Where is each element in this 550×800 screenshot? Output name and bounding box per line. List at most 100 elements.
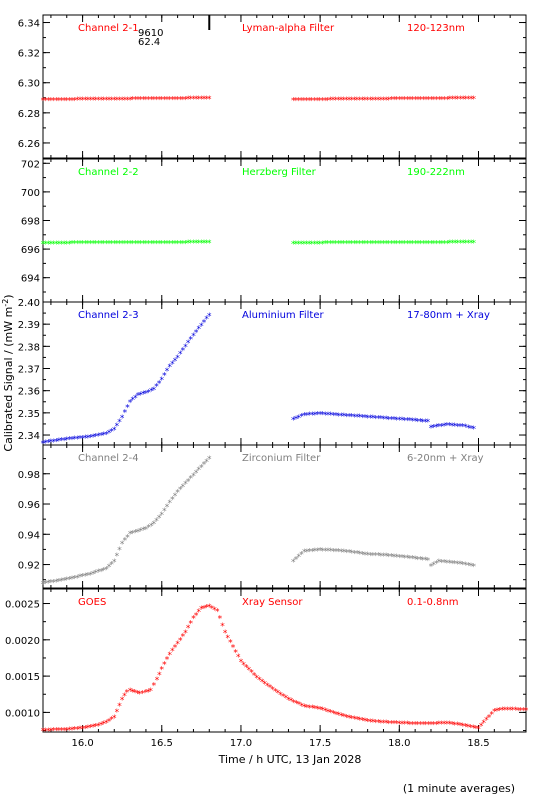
data-point: * <box>191 239 196 249</box>
data-point: * <box>352 96 357 106</box>
data-point: * <box>67 240 72 250</box>
data-point: * <box>80 96 85 106</box>
data-point: * <box>130 96 135 106</box>
data-point: * <box>157 671 162 681</box>
data-point: * <box>46 439 51 449</box>
data-point: * <box>439 720 444 730</box>
data-point: * <box>466 95 471 105</box>
data-point: * <box>373 240 378 250</box>
data-point: * <box>357 716 362 726</box>
data-point: * <box>167 95 172 105</box>
data-point: * <box>109 240 114 250</box>
data-point: * <box>410 239 415 249</box>
data-point: * <box>167 651 172 661</box>
data-point: * <box>160 376 165 386</box>
y-axis-label-superscript: -2 <box>1 299 10 307</box>
data-point: * <box>355 96 360 106</box>
data-point: * <box>75 435 80 445</box>
data-point: * <box>497 706 502 716</box>
data-point: * <box>202 95 207 105</box>
data-point: * <box>394 96 399 106</box>
data-point: * <box>75 574 80 584</box>
data-point: * <box>408 554 413 564</box>
data-point: * <box>202 461 207 471</box>
data-point: * <box>410 417 415 427</box>
data-point: * <box>350 715 355 725</box>
data-point: * <box>452 422 457 432</box>
data-point: * <box>384 552 389 562</box>
data-point: * <box>318 96 323 106</box>
panel-frame <box>42 14 527 159</box>
data-point: * <box>376 96 381 106</box>
series-2: ****************************************… <box>291 95 477 107</box>
data-point: * <box>207 603 212 613</box>
data-point: * <box>426 721 431 731</box>
data-point: * <box>333 240 338 250</box>
data-point: * <box>199 463 204 473</box>
data-point: * <box>186 239 191 249</box>
data-point: * <box>389 719 394 729</box>
series-1: ****************************************… <box>41 312 212 449</box>
data-point: * <box>320 240 325 250</box>
data-point: * <box>445 559 450 569</box>
data-point: * <box>122 692 127 702</box>
data-point: * <box>461 239 466 249</box>
data-point: * <box>207 455 212 465</box>
data-point: * <box>46 240 51 250</box>
data-point: * <box>99 432 104 442</box>
data-point: * <box>371 551 376 561</box>
data-point: * <box>99 96 104 106</box>
data-point: * <box>239 658 244 668</box>
data-point: * <box>495 707 500 717</box>
data-point: * <box>173 492 178 502</box>
data-point: * <box>328 547 333 557</box>
data-point: * <box>128 96 133 106</box>
data-point: * <box>440 95 445 105</box>
data-point: * <box>387 96 392 106</box>
y-tick-label: 0.0010 <box>5 708 40 719</box>
data-point: * <box>80 573 85 583</box>
data-point: * <box>62 96 67 106</box>
data-point: * <box>57 240 62 250</box>
data-point: * <box>347 412 352 422</box>
data-point: * <box>371 240 376 250</box>
data-point: * <box>104 240 109 250</box>
data-point: * <box>152 520 157 530</box>
data-point: * <box>307 96 312 106</box>
data-point: * <box>91 723 96 733</box>
data-point: * <box>123 409 128 419</box>
data-point: * <box>148 687 153 697</box>
data-point: * <box>78 725 83 735</box>
data-point: * <box>183 95 188 105</box>
data-point: * <box>51 438 56 448</box>
data-point: * <box>152 386 157 396</box>
data-point: * <box>437 239 442 249</box>
data-point: * <box>104 719 109 729</box>
data-point: * <box>59 96 64 106</box>
data-point: * <box>112 96 117 106</box>
data-point: * <box>424 239 429 249</box>
data-point: * <box>86 571 91 581</box>
data-point: * <box>302 412 307 422</box>
data-point: * <box>381 719 386 729</box>
data-point: * <box>101 96 106 106</box>
data-point: * <box>86 434 91 444</box>
data-point: * <box>326 411 331 421</box>
data-point: * <box>365 551 370 561</box>
data-point: * <box>450 422 455 432</box>
data-point: * <box>524 707 529 717</box>
data-point: * <box>141 96 146 106</box>
x-tick-label: 17.5 <box>309 738 331 749</box>
data-point: * <box>83 724 88 734</box>
data-point: * <box>170 647 175 657</box>
data-point: * <box>154 239 159 249</box>
data-point: * <box>104 566 109 576</box>
data-point: * <box>363 551 368 561</box>
data-point: * <box>347 96 352 106</box>
data-point: * <box>167 363 172 373</box>
data-point: * <box>86 240 91 250</box>
data-point: * <box>135 689 140 699</box>
panel-2: 694 696 698 700 702 Channel 2-2 Herzberg Filte… <box>21 158 527 303</box>
data-point: * <box>194 611 199 621</box>
data-point: * <box>445 239 450 249</box>
